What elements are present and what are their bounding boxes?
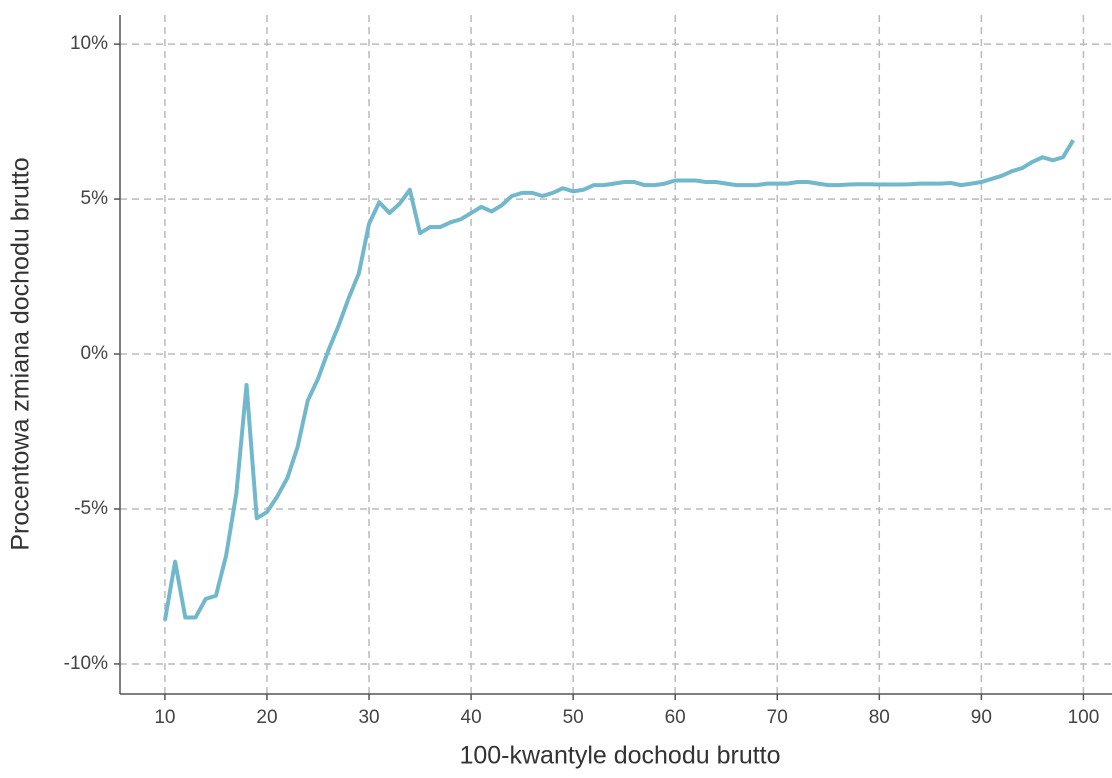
x-tick-label: 50 <box>563 707 584 728</box>
x-tick-label: 20 <box>256 707 277 728</box>
x-tick-label: 80 <box>869 707 890 728</box>
y-tick-label: 10% <box>70 33 108 54</box>
data-line <box>162 139 1075 621</box>
x-tick-label: 100 <box>1068 707 1100 728</box>
y-tick-label: -5% <box>74 498 108 519</box>
x-tick-label: 60 <box>665 707 686 728</box>
x-tick-label: 10 <box>154 707 175 728</box>
y-tick-label: 0% <box>81 343 109 364</box>
x-tick-label: 30 <box>358 707 379 728</box>
x-tick-label: 70 <box>767 707 788 728</box>
y-tick-label: 5% <box>81 188 109 209</box>
y-tick-label: -10% <box>64 653 108 674</box>
x-axis-title: 100-kwantyle dochodu brutto <box>459 742 780 770</box>
y-axis-title: Procentowa zmiana dochodu brutto <box>7 157 35 550</box>
x-tick-label: 40 <box>461 707 482 728</box>
x-tick-label: 90 <box>971 707 992 728</box>
